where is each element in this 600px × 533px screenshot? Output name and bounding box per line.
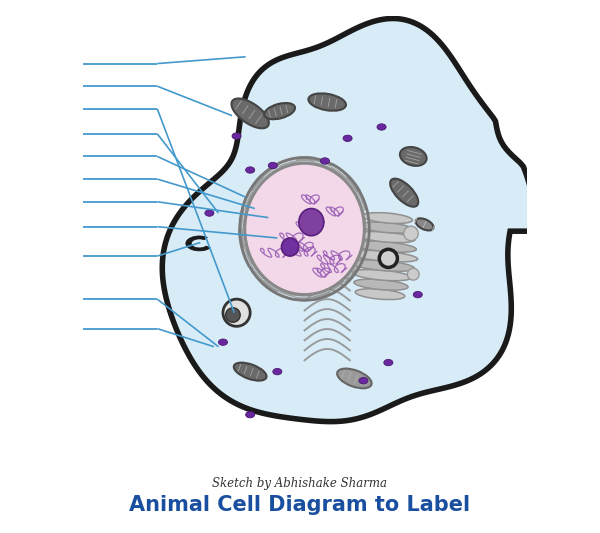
Text: Animal Cell Diagram to Label: Animal Cell Diagram to Label	[130, 495, 470, 515]
Ellipse shape	[356, 231, 415, 243]
Ellipse shape	[354, 279, 408, 290]
Ellipse shape	[353, 241, 416, 252]
Ellipse shape	[377, 124, 386, 130]
Ellipse shape	[232, 99, 269, 128]
Polygon shape	[186, 236, 211, 251]
Ellipse shape	[245, 163, 364, 295]
Text: Sketch by Abhishake Sharma: Sketch by Abhishake Sharma	[212, 478, 388, 490]
Ellipse shape	[413, 292, 422, 298]
Ellipse shape	[232, 133, 241, 139]
Ellipse shape	[320, 158, 329, 164]
Ellipse shape	[299, 208, 324, 236]
Ellipse shape	[355, 289, 405, 300]
Ellipse shape	[226, 308, 240, 322]
Ellipse shape	[384, 359, 393, 366]
Ellipse shape	[308, 93, 346, 111]
Ellipse shape	[350, 251, 418, 262]
Ellipse shape	[351, 260, 415, 271]
Ellipse shape	[205, 210, 214, 216]
Ellipse shape	[353, 270, 411, 281]
Ellipse shape	[337, 369, 371, 388]
Ellipse shape	[359, 377, 368, 384]
Ellipse shape	[363, 213, 412, 223]
Ellipse shape	[343, 135, 352, 141]
Ellipse shape	[264, 103, 295, 119]
Ellipse shape	[273, 368, 282, 375]
Ellipse shape	[359, 222, 414, 233]
Ellipse shape	[234, 362, 266, 381]
Ellipse shape	[223, 299, 250, 326]
Ellipse shape	[416, 219, 433, 230]
Ellipse shape	[400, 147, 427, 166]
Ellipse shape	[404, 226, 418, 241]
Ellipse shape	[407, 268, 419, 280]
Ellipse shape	[390, 179, 418, 207]
Ellipse shape	[379, 249, 397, 268]
Polygon shape	[162, 19, 536, 422]
Ellipse shape	[281, 238, 299, 256]
Ellipse shape	[268, 163, 277, 168]
Ellipse shape	[245, 411, 254, 418]
Ellipse shape	[245, 167, 254, 173]
Ellipse shape	[218, 339, 227, 345]
